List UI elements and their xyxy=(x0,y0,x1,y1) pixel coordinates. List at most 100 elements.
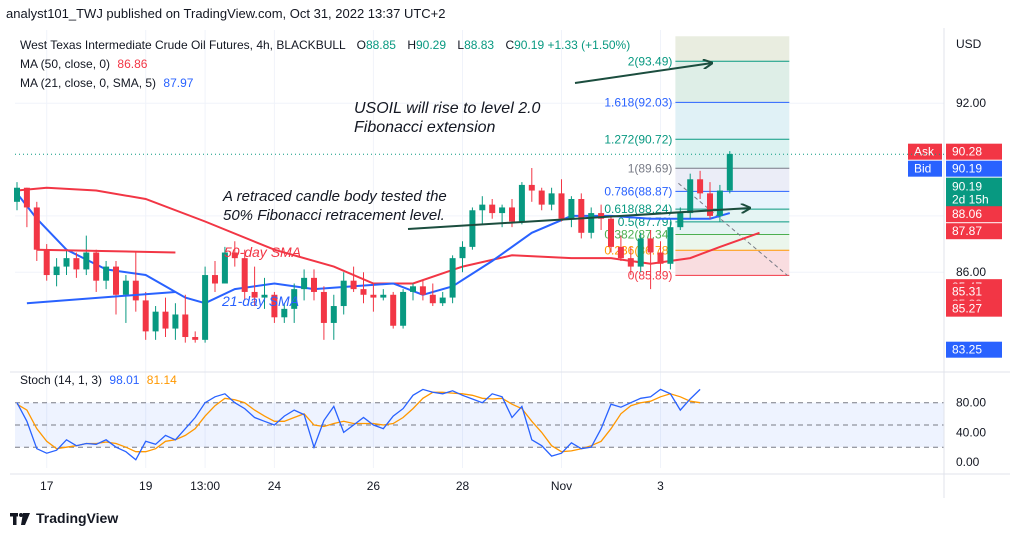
candle xyxy=(449,255,456,304)
candle-body xyxy=(251,291,258,298)
price-tag-value: 90.28 xyxy=(952,145,982,159)
retrace-arrow xyxy=(407,208,750,230)
candle xyxy=(103,260,110,290)
candle-body xyxy=(231,252,238,259)
high-value: 90.29 xyxy=(416,38,447,52)
candle xyxy=(439,291,446,307)
fib-level-label: 0.618(88.24) xyxy=(604,202,672,216)
candle xyxy=(419,280,426,301)
candle xyxy=(657,241,664,273)
time-tick-label: 3 xyxy=(657,479,664,493)
candle-body xyxy=(380,294,387,298)
candle xyxy=(429,283,436,307)
candle-body xyxy=(677,213,684,228)
fib-zone xyxy=(675,36,790,62)
candle xyxy=(132,252,139,312)
time-tick-label: Nov xyxy=(551,479,572,493)
candle-body xyxy=(350,280,357,290)
time-tick-label: 26 xyxy=(367,479,381,493)
candle-body xyxy=(23,187,30,208)
candle-layer xyxy=(14,151,733,343)
candle xyxy=(390,291,397,329)
candle-body xyxy=(687,179,694,214)
candle-body xyxy=(528,184,535,191)
candle xyxy=(83,235,90,276)
candle xyxy=(63,249,70,276)
candle-body xyxy=(489,204,496,214)
price-tag-box xyxy=(946,160,1002,177)
close-value: 90.19 xyxy=(514,38,545,52)
candle-body xyxy=(538,190,545,205)
candle xyxy=(518,182,525,225)
candle xyxy=(251,266,258,307)
price-tag: Ask 90.28 xyxy=(908,143,1002,160)
low-value: 88.83 xyxy=(464,38,495,52)
candle-body xyxy=(320,291,327,323)
candle xyxy=(588,207,595,239)
candle-body xyxy=(627,258,634,267)
time-tick-label: 17 xyxy=(40,479,54,493)
candle-body xyxy=(43,249,50,276)
time-tick-label: 13:00 xyxy=(190,479,220,493)
candle-body xyxy=(162,311,169,329)
fib-zone xyxy=(675,102,790,140)
chart-canvas[interactable]: 0(85.89)0.236(86.78)0.382(87.34)0.5(87.7… xyxy=(10,28,1010,498)
stoch-tick-label: 0.00 xyxy=(956,455,980,469)
price-tag: 88.06 xyxy=(946,206,1002,223)
candle-body xyxy=(132,280,139,301)
price-tag-box xyxy=(946,283,1002,300)
candle-body xyxy=(182,314,189,338)
price-tag-box xyxy=(946,206,1002,223)
candle-body xyxy=(578,199,585,233)
candle-body xyxy=(390,294,397,326)
retrace-annotation-line-2: 50% Fibonacci retracement level. xyxy=(223,207,445,224)
candle-body xyxy=(548,193,555,205)
candle-body xyxy=(449,258,456,298)
candle xyxy=(489,199,496,219)
chart-frame[interactable]: 0(85.89)0.236(86.78)0.382(87.34)0.5(87.7… xyxy=(10,28,1010,498)
publisher-line: analyst101_TWJ published on TradingView.… xyxy=(6,6,446,21)
candle-body xyxy=(657,252,664,264)
price-tag: Bid 90.19 xyxy=(908,160,1002,177)
stoch-legend: Stoch (14, 1, 3) 98.01 81.14 xyxy=(20,371,177,389)
price-tag: 87.87 xyxy=(946,223,1002,240)
price-tag: 85.27 xyxy=(946,300,1002,317)
candle xyxy=(360,272,367,304)
stoch-tick-label: 80.00 xyxy=(956,396,986,410)
candle-body xyxy=(419,286,426,295)
candle-body xyxy=(212,275,218,284)
tradingview-footer[interactable]: TradingView xyxy=(10,506,118,530)
candle xyxy=(192,331,199,343)
candle xyxy=(122,275,129,323)
candle-body xyxy=(241,258,248,292)
trendline xyxy=(26,290,176,305)
candle-body xyxy=(14,187,20,202)
open-label: O xyxy=(356,38,366,52)
candle xyxy=(53,258,60,287)
candle-body xyxy=(588,213,595,233)
candle xyxy=(281,303,288,323)
candle xyxy=(697,170,704,199)
price-axis-unit: USD xyxy=(956,37,982,51)
candle-body xyxy=(281,308,288,318)
stoch-tick-label: 40.00 xyxy=(956,425,986,439)
candle xyxy=(528,168,535,202)
candle-body xyxy=(429,294,436,304)
candle-body xyxy=(103,266,110,281)
price-tag-value: 85.31 xyxy=(952,285,982,299)
candle xyxy=(291,283,298,323)
time-tick-label: 28 xyxy=(456,479,470,493)
price-tag-value: 85.27 xyxy=(952,302,982,316)
candle-body xyxy=(192,337,199,340)
price-tag-caption: Bid xyxy=(914,162,931,176)
candle-body xyxy=(647,238,654,253)
price-tag-value: 88.06 xyxy=(952,207,982,221)
candle xyxy=(410,283,416,301)
candle xyxy=(162,297,169,338)
candle-body xyxy=(459,246,466,259)
price-tag-value: 87.87 xyxy=(952,224,982,238)
trendline xyxy=(36,248,176,254)
candle xyxy=(627,246,634,276)
candle-body xyxy=(400,291,407,326)
candle xyxy=(677,207,684,230)
